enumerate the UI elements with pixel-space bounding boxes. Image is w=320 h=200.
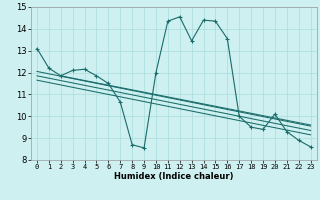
X-axis label: Humidex (Indice chaleur): Humidex (Indice chaleur): [114, 172, 234, 181]
